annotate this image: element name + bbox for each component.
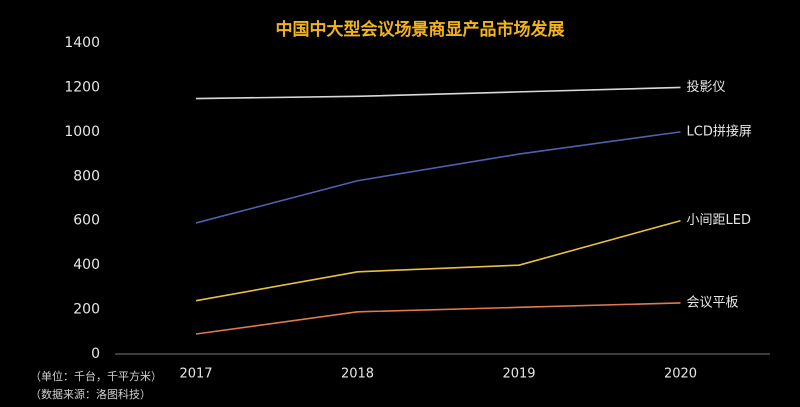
series-label: LCD拼接屏 bbox=[687, 123, 752, 139]
y-tick-label: 1200 bbox=[64, 79, 100, 95]
note: （数据来源：洛图科技） bbox=[30, 387, 151, 401]
y-tick-label: 400 bbox=[73, 257, 100, 273]
series-label: 小间距LED bbox=[687, 213, 751, 228]
x-tick-label: 2019 bbox=[502, 367, 535, 382]
chart-title: 中国中大型会议场景商显产品市场发展 bbox=[276, 19, 565, 40]
line-series bbox=[195, 131, 681, 224]
note: （单位：千台，千平方米） bbox=[30, 369, 162, 383]
x-tick-label: 2020 bbox=[664, 367, 697, 382]
line-series bbox=[195, 219, 681, 302]
y-tick-label: 800 bbox=[73, 168, 100, 184]
x-tick-label: 2017 bbox=[179, 367, 212, 382]
y-tick-label: 600 bbox=[73, 213, 100, 229]
line-series bbox=[195, 302, 681, 335]
line-series bbox=[195, 86, 681, 100]
y-tick-label: 0 bbox=[91, 346, 100, 362]
y-tick-label: 1400 bbox=[64, 35, 100, 51]
y-tick-label: 200 bbox=[73, 302, 100, 318]
series-label: 投影仪 bbox=[687, 79, 726, 95]
x-tick-label: 2018 bbox=[341, 367, 374, 382]
series-label: 会议平板 bbox=[687, 295, 739, 310]
y-tick-label: 1000 bbox=[64, 124, 100, 140]
